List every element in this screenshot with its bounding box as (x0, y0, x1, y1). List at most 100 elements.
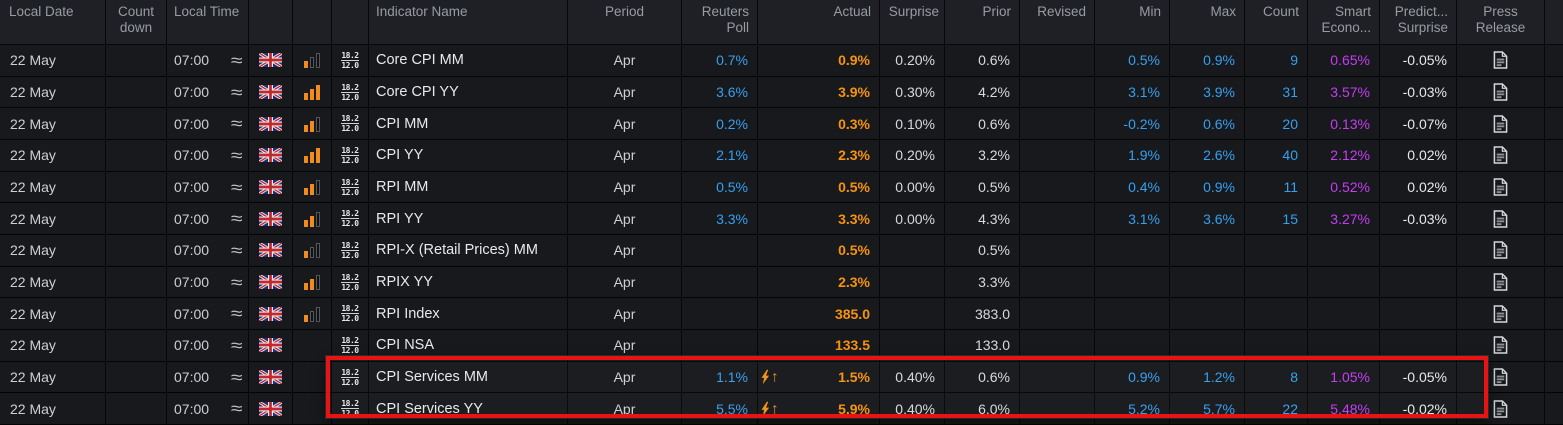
local-time-cell: 07:00 ≈ (167, 45, 249, 76)
table-row[interactable]: 22 May 07:00 ≈ 18.2 12.0 CPI MM Apr 0.2% (0, 108, 1563, 141)
press-release-cell[interactable] (1457, 235, 1545, 266)
press-release-cell[interactable] (1457, 203, 1545, 235)
actual-cell: ↑ 1.5% (758, 361, 880, 393)
local-date-cell: 22 May (0, 298, 106, 330)
col-header-smart-economist[interactable]: Smart Econo... (1308, 0, 1380, 44)
col-header-actual[interactable]: Actual (758, 0, 880, 44)
press-release-cell[interactable] (1457, 171, 1545, 203)
col-header-period[interactable]: Period (568, 0, 682, 44)
press-release-cell[interactable] (1457, 108, 1545, 140)
press-release-cell[interactable] (1457, 298, 1545, 330)
uk-flag-icon (259, 53, 282, 68)
table-row[interactable]: 22 May 07:00 ≈ 18.2 12.0 CPI YY Apr 2.1% (0, 140, 1563, 172)
col-header-max[interactable]: Max (1170, 0, 1245, 44)
min-cell: 3.1% (1095, 76, 1170, 108)
indicator-name-cell: CPI MM (369, 108, 568, 140)
table-row[interactable]: 22 May 07:00 ≈ 18.2 12.0 RPI YY Apr 3.3% (0, 203, 1563, 236)
press-release-icon[interactable] (1493, 51, 1508, 70)
press-release-icon[interactable] (1493, 114, 1508, 133)
prediction-surprise-cell: 0.02% (1380, 140, 1457, 171)
prediction-surprise-cell: -0.02% (1380, 393, 1457, 425)
press-release-cell[interactable] (1457, 393, 1545, 425)
country-flag-cell (249, 203, 293, 235)
local-time-value: 07:00 (174, 337, 210, 354)
prior-cell: 0.5% (945, 235, 1020, 266)
surprise-cell: 0.00% (880, 203, 945, 235)
local-time-value: 07:00 (174, 210, 210, 227)
count-cell: 8 (1245, 361, 1308, 393)
press-release-cell[interactable] (1457, 266, 1545, 298)
local-date-cell: 22 May (0, 76, 106, 108)
table-row[interactable]: 22 May 07:00 ≈ 18.2 12.0 CPI Services YY … (0, 393, 1563, 425)
col-header-prior[interactable]: Prior (945, 0, 1020, 44)
table-row[interactable]: 22 May 07:00 ≈ 18.2 12.0 Core CPI YY Apr … (0, 76, 1563, 109)
period-cell: Apr (568, 203, 682, 235)
col-header-surprise[interactable]: Surprise (880, 0, 945, 44)
press-release-cell[interactable] (1457, 45, 1545, 76)
max-cell: 0.9% (1170, 45, 1245, 76)
revised-cell (1020, 298, 1095, 330)
table-row[interactable]: 22 May 07:00 ≈ 18.2 12.0 CPI Services MM … (0, 361, 1563, 394)
min-cell (1095, 330, 1170, 361)
press-release-icon[interactable] (1493, 304, 1508, 323)
press-release-cell[interactable] (1457, 330, 1545, 361)
col-header-revised[interactable]: Revised (1020, 0, 1095, 44)
live-wave-icon: ≈ (230, 304, 243, 324)
table-row[interactable]: 22 May 07:00 ≈ 18.2 12.0 RPI-X (Retail Pr… (0, 235, 1563, 267)
relevance-cell (293, 298, 332, 330)
table-row[interactable]: 22 May 07:00 ≈ 18.2 12.0 RPIX YY Apr (0, 266, 1563, 299)
press-release-icon[interactable] (1493, 336, 1508, 355)
spacer-cell (1545, 203, 1563, 234)
col-header-local-time[interactable]: Local Time (167, 0, 249, 44)
local-time-value: 07:00 (174, 242, 210, 259)
surprise-cell (880, 266, 945, 298)
table-row[interactable]: 22 May 07:00 ≈ 18.2 12.0 Core CPI MM Apr … (0, 45, 1563, 77)
actual-cell: ↑ 0.5% (758, 235, 880, 266)
press-release-cell[interactable] (1457, 140, 1545, 171)
press-release-icon[interactable] (1493, 178, 1508, 196)
col-header-countdown[interactable]: Count down (106, 0, 167, 44)
countdown-cell (106, 266, 167, 298)
col-header-data-icon (332, 0, 369, 44)
reuters-poll-cell (682, 298, 758, 330)
indicator-name-cell: RPI Index (369, 298, 568, 330)
actual-cell: ↑ 2.3% (758, 266, 880, 298)
table-row[interactable]: 22 May 07:00 ≈ 18.2 12.0 RPI Index Apr (0, 298, 1563, 331)
smart-economist-cell: 0.52% (1308, 171, 1380, 203)
actual-cell: ↑ 3.3% (758, 203, 880, 235)
lightning-bolt-icon (761, 401, 770, 416)
col-header-press-release[interactable]: Press Release (1457, 0, 1545, 44)
col-header-min[interactable]: Min (1095, 0, 1170, 44)
col-header-reuters-poll[interactable]: Reuters Poll (682, 0, 758, 44)
table-row[interactable]: 22 May 07:00 ≈ 18.2 12.0 CPI NSA Apr (0, 330, 1563, 362)
period-cell: Apr (568, 171, 682, 203)
col-header-count[interactable]: Count (1245, 0, 1308, 44)
press-release-icon[interactable] (1493, 241, 1508, 260)
countdown-cell (106, 171, 167, 203)
prior-cell: 4.2% (945, 76, 1020, 108)
press-release-icon[interactable] (1493, 273, 1508, 291)
relevance-bars-icon (304, 242, 320, 259)
local-time-cell: 07:00 ≈ (167, 203, 249, 235)
press-release-icon[interactable] (1493, 400, 1508, 418)
press-release-icon[interactable] (1493, 146, 1508, 165)
local-time-value: 07:00 (174, 52, 210, 69)
countdown-cell (106, 235, 167, 266)
indicator-name-cell: RPI YY (369, 203, 568, 235)
press-release-icon[interactable] (1493, 83, 1508, 101)
press-release-cell[interactable] (1457, 76, 1545, 108)
press-release-cell[interactable] (1457, 361, 1545, 393)
max-cell: 3.9% (1170, 76, 1245, 108)
surprise-cell (880, 298, 945, 330)
table-row[interactable]: 22 May 07:00 ≈ 18.2 12.0 RPI MM Apr 0.5% (0, 171, 1563, 204)
col-header-indicator-name[interactable]: Indicator Name (369, 0, 568, 44)
country-flag-cell (249, 330, 293, 361)
press-release-icon[interactable] (1493, 368, 1508, 386)
col-header-local-date[interactable]: Local Date (0, 0, 106, 44)
col-header-prediction-surprise[interactable]: Predict... Surprise (1380, 0, 1457, 44)
press-release-icon[interactable] (1493, 209, 1508, 228)
local-date-cell: 22 May (0, 235, 106, 266)
prior-cell: 0.6% (945, 45, 1020, 76)
period-cell: Apr (568, 330, 682, 361)
prior-cell: 3.2% (945, 140, 1020, 171)
